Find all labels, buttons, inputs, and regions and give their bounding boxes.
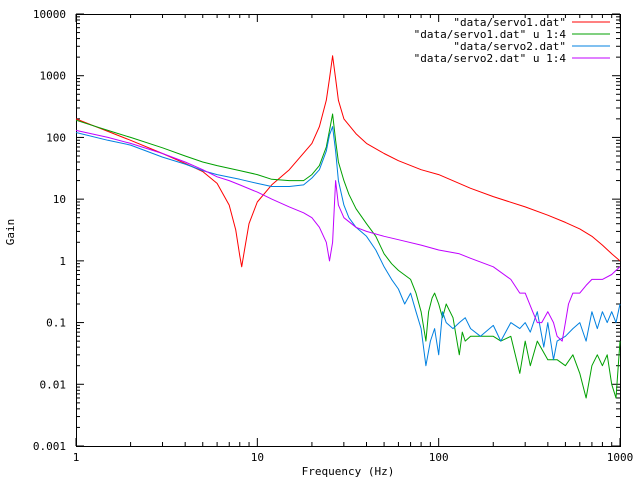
x-tick-label: 1000	[607, 451, 634, 464]
x-tick-label: 1	[73, 451, 80, 464]
x-tick-label: 100	[429, 451, 449, 464]
legend-label: "data/servo2.dat"	[453, 40, 566, 53]
x-axis-label: Frequency (Hz)	[302, 465, 395, 478]
y-tick-label: 1000	[40, 70, 67, 83]
y-tick-label: 1	[59, 255, 66, 268]
series-line-4	[75, 129, 621, 342]
y-tick-label: 0.1	[46, 317, 66, 330]
series-line-1	[75, 55, 621, 268]
plot-frame	[76, 14, 621, 447]
y-tick-label: 0.01	[40, 378, 67, 391]
y-tick-label: 10	[53, 193, 66, 206]
legend: "data/servo1.dat""data/servo1.dat" u 1:4…	[414, 16, 610, 65]
series-layer	[75, 55, 621, 399]
y-tick-label: 100	[46, 131, 66, 144]
legend-label: "data/servo1.dat"	[453, 16, 566, 29]
legend-label: "data/servo2.dat" u 1:4	[414, 52, 567, 65]
series-line-3	[75, 126, 621, 367]
x-tick-label: 10	[251, 451, 264, 464]
series-line-2	[75, 113, 621, 399]
y-tick-label: 0.001	[33, 440, 66, 453]
legend-label: "data/servo1.dat" u 1:4	[414, 28, 567, 41]
y-axis-label: Gain	[4, 219, 17, 246]
y-tick-label: 10000	[33, 8, 66, 21]
axes-ticks: 1 10 100 1000 0.001 0.01 0.1 1 10 100 1000 10000	[33, 8, 633, 464]
